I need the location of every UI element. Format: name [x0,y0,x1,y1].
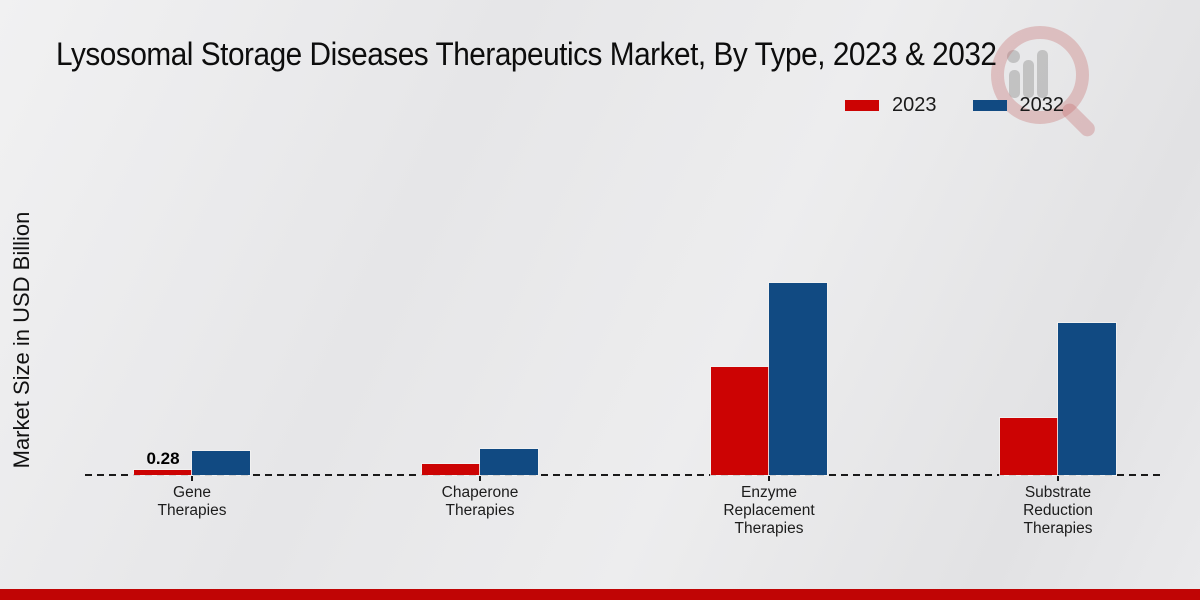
x-tick-substrate-reduction-therapies [1057,476,1059,481]
category-label-enzyme-replacement-therapies: Enzyme Replacement Therapies [723,484,815,537]
legend-swatch-2023-icon [845,100,879,111]
legend-label-2032: 2032 [1019,94,1065,116]
bar-2032-substrate-reduction-therapies [1058,323,1116,475]
chart-title: Lysosomal Storage Diseases Therapeutics … [56,36,997,72]
x-tick-chaperone-therapies [479,476,481,481]
category-label-substrate-reduction-therapies: Substrate Reduction Therapies [1023,484,1093,537]
bar-2023-enzyme-replacement-therapies [711,366,769,475]
footer-accent-bar [0,589,1200,600]
bar-2032-enzyme-replacement-therapies [769,283,827,475]
bar-2023-substrate-reduction-therapies [1000,418,1058,475]
legend-item-2023: 2023 [845,94,937,117]
bar-2032-gene-therapies [192,451,250,475]
legend-item-2032: 2032 [972,94,1065,117]
bar-value-label: 0.28 [146,448,180,468]
x-tick-gene-therapies [191,476,193,481]
bar-2023-chaperone-therapies [422,463,480,475]
legend: 2023 2032 [845,94,1064,117]
category-label-gene-therapies: Gene Therapies [157,484,227,519]
bar-2023-gene-therapies [134,469,192,475]
bar-2032-chaperone-therapies [480,449,538,475]
x-tick-enzyme-replacement-therapies [768,476,770,481]
x-axis-baseline [85,474,1165,476]
category-label-chaperone-therapies: Chaperone Therapies [441,484,519,519]
legend-label-2023: 2023 [892,94,937,116]
legend-swatch-2032-icon [972,100,1007,111]
